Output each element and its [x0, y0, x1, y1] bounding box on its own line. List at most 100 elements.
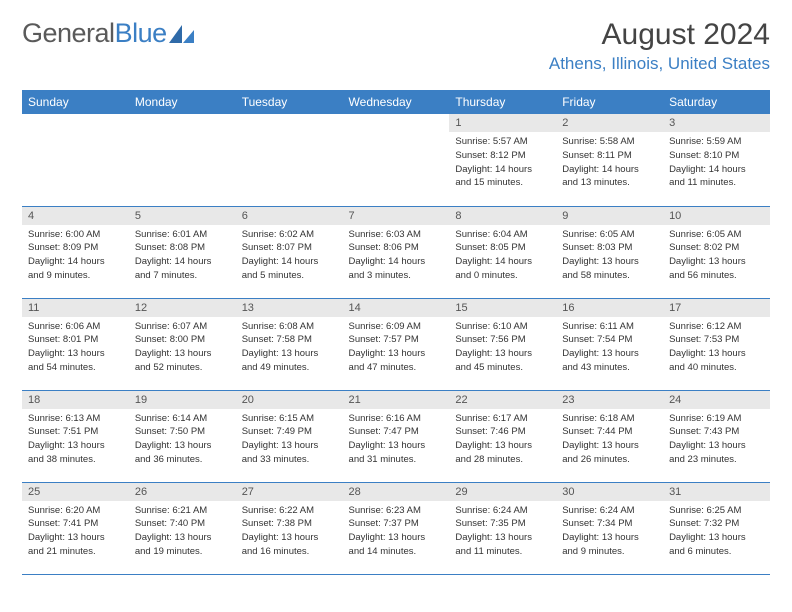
day-cell: 2Sunrise: 5:58 AMSunset: 8:11 PMDaylight…	[556, 114, 663, 206]
daylight-text: Daylight: 13 hours and 47 minutes.	[349, 347, 444, 375]
day-cell: 30Sunrise: 6:24 AMSunset: 7:34 PMDayligh…	[556, 482, 663, 574]
header: GeneralBlue August 2024 Athens, Illinois…	[0, 0, 792, 78]
sunrise-text: Sunrise: 6:07 AM	[135, 320, 230, 334]
sunset-text: Sunset: 7:51 PM	[28, 425, 123, 439]
week-row: 1Sunrise: 5:57 AMSunset: 8:12 PMDaylight…	[22, 114, 770, 206]
day-cell: 3Sunrise: 5:59 AMSunset: 8:10 PMDaylight…	[663, 114, 770, 206]
day-number: 26	[129, 483, 236, 501]
sunrise-text: Sunrise: 6:18 AM	[562, 412, 657, 426]
day-number: 31	[663, 483, 770, 501]
day-cell: 24Sunrise: 6:19 AMSunset: 7:43 PMDayligh…	[663, 390, 770, 482]
week-row: 11Sunrise: 6:06 AMSunset: 8:01 PMDayligh…	[22, 298, 770, 390]
day-number: 19	[129, 391, 236, 409]
sunset-text: Sunset: 8:10 PM	[669, 149, 764, 163]
daylight-text: Daylight: 13 hours and 11 minutes.	[455, 531, 550, 559]
sunset-text: Sunset: 8:08 PM	[135, 241, 230, 255]
day-number	[236, 114, 343, 120]
week-row: 4Sunrise: 6:00 AMSunset: 8:09 PMDaylight…	[22, 206, 770, 298]
sunset-text: Sunset: 8:07 PM	[242, 241, 337, 255]
logo-sail-icon	[169, 23, 195, 45]
day-cell: 7Sunrise: 6:03 AMSunset: 8:06 PMDaylight…	[343, 206, 450, 298]
daylight-text: Daylight: 13 hours and 56 minutes.	[669, 255, 764, 283]
day-number	[343, 114, 450, 120]
day-number: 18	[22, 391, 129, 409]
daylight-text: Daylight: 14 hours and 9 minutes.	[28, 255, 123, 283]
day-number: 4	[22, 207, 129, 225]
day-cell: 31Sunrise: 6:25 AMSunset: 7:32 PMDayligh…	[663, 482, 770, 574]
day-details: Sunrise: 6:14 AMSunset: 7:50 PMDaylight:…	[129, 409, 236, 471]
month-title: August 2024	[549, 18, 770, 52]
sunset-text: Sunset: 8:06 PM	[349, 241, 444, 255]
daylight-text: Daylight: 13 hours and 54 minutes.	[28, 347, 123, 375]
day-cell: 1Sunrise: 5:57 AMSunset: 8:12 PMDaylight…	[449, 114, 556, 206]
logo-text-1: General	[22, 18, 115, 49]
day-number: 29	[449, 483, 556, 501]
day-cell: 4Sunrise: 6:00 AMSunset: 8:09 PMDaylight…	[22, 206, 129, 298]
day-details: Sunrise: 6:07 AMSunset: 8:00 PMDaylight:…	[129, 317, 236, 379]
day-cell	[236, 114, 343, 206]
weekday-saturday: Saturday	[663, 90, 770, 114]
day-cell: 21Sunrise: 6:16 AMSunset: 7:47 PMDayligh…	[343, 390, 450, 482]
day-details: Sunrise: 6:13 AMSunset: 7:51 PMDaylight:…	[22, 409, 129, 471]
day-cell: 9Sunrise: 6:05 AMSunset: 8:03 PMDaylight…	[556, 206, 663, 298]
day-details: Sunrise: 6:10 AMSunset: 7:56 PMDaylight:…	[449, 317, 556, 379]
day-cell: 13Sunrise: 6:08 AMSunset: 7:58 PMDayligh…	[236, 298, 343, 390]
sunset-text: Sunset: 8:00 PM	[135, 333, 230, 347]
day-cell: 5Sunrise: 6:01 AMSunset: 8:08 PMDaylight…	[129, 206, 236, 298]
daylight-text: Daylight: 13 hours and 40 minutes.	[669, 347, 764, 375]
sunset-text: Sunset: 7:49 PM	[242, 425, 337, 439]
sunset-text: Sunset: 7:34 PM	[562, 517, 657, 531]
day-cell: 18Sunrise: 6:13 AMSunset: 7:51 PMDayligh…	[22, 390, 129, 482]
sunset-text: Sunset: 8:11 PM	[562, 149, 657, 163]
day-number	[22, 114, 129, 120]
day-number: 24	[663, 391, 770, 409]
day-number: 16	[556, 299, 663, 317]
day-number: 8	[449, 207, 556, 225]
day-number: 22	[449, 391, 556, 409]
sunset-text: Sunset: 7:47 PM	[349, 425, 444, 439]
sunset-text: Sunset: 7:57 PM	[349, 333, 444, 347]
day-details: Sunrise: 6:24 AMSunset: 7:35 PMDaylight:…	[449, 501, 556, 563]
calendar-body: 1Sunrise: 5:57 AMSunset: 8:12 PMDaylight…	[22, 114, 770, 574]
day-number: 11	[22, 299, 129, 317]
day-cell: 19Sunrise: 6:14 AMSunset: 7:50 PMDayligh…	[129, 390, 236, 482]
sunset-text: Sunset: 7:56 PM	[455, 333, 550, 347]
daylight-text: Daylight: 13 hours and 19 minutes.	[135, 531, 230, 559]
week-row: 25Sunrise: 6:20 AMSunset: 7:41 PMDayligh…	[22, 482, 770, 574]
daylight-text: Daylight: 13 hours and 36 minutes.	[135, 439, 230, 467]
day-number: 12	[129, 299, 236, 317]
weekday-row: SundayMondayTuesdayWednesdayThursdayFrid…	[22, 90, 770, 114]
day-number: 15	[449, 299, 556, 317]
daylight-text: Daylight: 13 hours and 28 minutes.	[455, 439, 550, 467]
day-cell: 12Sunrise: 6:07 AMSunset: 8:00 PMDayligh…	[129, 298, 236, 390]
day-number: 6	[236, 207, 343, 225]
day-cell: 14Sunrise: 6:09 AMSunset: 7:57 PMDayligh…	[343, 298, 450, 390]
day-number: 2	[556, 114, 663, 132]
sunrise-text: Sunrise: 6:09 AM	[349, 320, 444, 334]
sunrise-text: Sunrise: 6:08 AM	[242, 320, 337, 334]
sunrise-text: Sunrise: 6:12 AM	[669, 320, 764, 334]
daylight-text: Daylight: 14 hours and 7 minutes.	[135, 255, 230, 283]
day-cell: 28Sunrise: 6:23 AMSunset: 7:37 PMDayligh…	[343, 482, 450, 574]
day-number: 30	[556, 483, 663, 501]
sunrise-text: Sunrise: 6:13 AM	[28, 412, 123, 426]
sunrise-text: Sunrise: 6:11 AM	[562, 320, 657, 334]
calendar-head: SundayMondayTuesdayWednesdayThursdayFrid…	[22, 90, 770, 114]
sunrise-text: Sunrise: 5:57 AM	[455, 135, 550, 149]
sunrise-text: Sunrise: 6:06 AM	[28, 320, 123, 334]
day-details: Sunrise: 6:04 AMSunset: 8:05 PMDaylight:…	[449, 225, 556, 287]
sunrise-text: Sunrise: 6:19 AM	[669, 412, 764, 426]
logo: GeneralBlue	[22, 18, 195, 49]
daylight-text: Daylight: 14 hours and 13 minutes.	[562, 163, 657, 191]
daylight-text: Daylight: 13 hours and 31 minutes.	[349, 439, 444, 467]
day-details: Sunrise: 6:01 AMSunset: 8:08 PMDaylight:…	[129, 225, 236, 287]
daylight-text: Daylight: 14 hours and 3 minutes.	[349, 255, 444, 283]
day-details: Sunrise: 6:17 AMSunset: 7:46 PMDaylight:…	[449, 409, 556, 471]
day-details: Sunrise: 6:12 AMSunset: 7:53 PMDaylight:…	[663, 317, 770, 379]
sunrise-text: Sunrise: 6:15 AM	[242, 412, 337, 426]
sunset-text: Sunset: 8:09 PM	[28, 241, 123, 255]
daylight-text: Daylight: 13 hours and 16 minutes.	[242, 531, 337, 559]
sunset-text: Sunset: 7:35 PM	[455, 517, 550, 531]
sunset-text: Sunset: 7:44 PM	[562, 425, 657, 439]
day-details: Sunrise: 6:05 AMSunset: 8:03 PMDaylight:…	[556, 225, 663, 287]
